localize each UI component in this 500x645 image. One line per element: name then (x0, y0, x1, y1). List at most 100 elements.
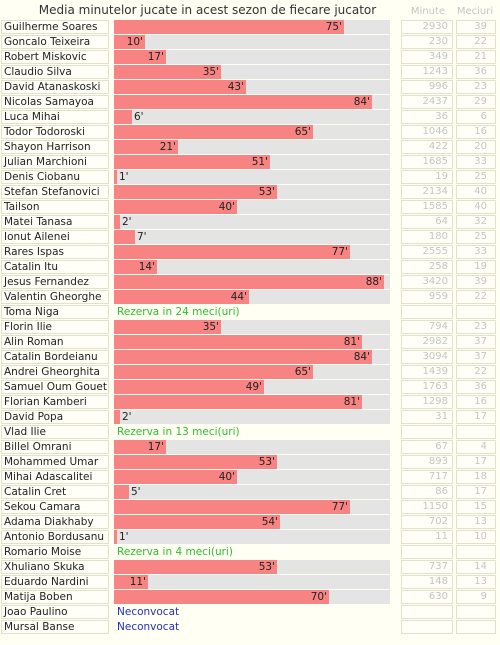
not-selected-status-text: Neconvocat (117, 606, 180, 618)
minutes-cell: 2930 (401, 20, 453, 34)
minutes-cell (401, 305, 453, 319)
player-name: Guilherme Soares (1, 20, 109, 34)
average-minutes-bar (114, 140, 178, 154)
average-minutes-label: 49' (245, 381, 262, 393)
average-minutes-label: 84' (353, 96, 370, 108)
bar-track: 35' (114, 65, 390, 79)
average-minutes-label: 77' (331, 501, 348, 513)
player-name: Stefan Stefanovici (1, 185, 109, 199)
bar-track: 54' (114, 515, 390, 529)
player-name: Denis Ciobanu (1, 170, 109, 184)
matches-cell: 22 (456, 35, 496, 49)
bar-track: 65' (114, 125, 390, 139)
player-row: Catalin Cret 5' 86 17 (0, 485, 500, 499)
player-name: David Atanaskoski (1, 80, 109, 94)
chart-title: Media minutelor jucate in acest sezon de… (38, 3, 377, 17)
minutes-cell: 1439 (401, 365, 453, 379)
matches-cell (456, 545, 496, 559)
minutes-cell: 959 (401, 290, 453, 304)
average-minutes-bar (114, 530, 117, 544)
bar-track: 11' (114, 575, 390, 589)
bar-track: 43' (114, 80, 390, 94)
average-minutes-label: 77' (331, 246, 348, 258)
player-row: Xhuliano Skuka 53' 737 14 (0, 560, 500, 574)
bar-track: 1' (114, 170, 390, 184)
average-minutes-bar (114, 440, 166, 454)
average-minutes-label: 84' (353, 351, 370, 363)
bar-track: 14' (114, 260, 390, 274)
bar-track: 70' (114, 590, 390, 604)
player-row: Romario Moise Rezerva in 4 meci(uri) (0, 545, 500, 559)
matches-cell: 36 (456, 65, 496, 79)
minutes-cell: 1046 (401, 125, 453, 139)
bar-track: 53' (114, 560, 390, 574)
player-name: Claudio Silva (1, 65, 109, 79)
player-name: Robert Miskovic (1, 50, 109, 64)
average-minutes-label: 1' (119, 171, 129, 183)
player-row: Andrei Gheorghita 65' 1439 22 (0, 365, 500, 379)
minutes-cell: 996 (401, 80, 453, 94)
minutes-cell: 717 (401, 470, 453, 484)
matches-column-header: Meciuri (456, 6, 494, 17)
average-minutes-bar (114, 455, 277, 469)
minutes-cell: 67 (401, 440, 453, 454)
average-minutes-bar (114, 560, 277, 574)
minutes-cell: 1150 (401, 500, 453, 514)
minutes-cell: 737 (401, 560, 453, 574)
reserve-status-text: Rezerva in 24 meci(uri) (117, 306, 240, 318)
player-row: Samuel Oum Gouet 49' 1763 36 (0, 380, 500, 394)
player-name: Adama Diakhaby (1, 515, 109, 529)
player-row: Catalin Bordeianu 84' 3094 37 (0, 350, 500, 364)
player-row: Matija Boben 70' 630 9 (0, 590, 500, 604)
minutes-cell: 148 (401, 575, 453, 589)
minutes-cell: 630 (401, 590, 453, 604)
average-minutes-label: 65' (294, 366, 311, 378)
minutes-cell (401, 620, 453, 634)
player-row: Toma Niga Rezerva in 24 meci(uri) (0, 305, 500, 319)
matches-cell: 9 (456, 590, 496, 604)
player-name: Billel Omrani (1, 440, 109, 454)
matches-cell: 37 (456, 335, 496, 349)
player-name: Ionut Ailenei (1, 230, 109, 244)
average-minutes-label: 11' (129, 576, 146, 588)
average-minutes-label: 6' (134, 111, 144, 123)
player-name: Florian Kamberi (1, 395, 109, 409)
average-minutes-bar (114, 380, 264, 394)
bar-track: 77' (114, 245, 390, 259)
matches-cell: 33 (456, 245, 496, 259)
player-name: Mohammed Umar (1, 455, 109, 469)
player-name: Mihai Adascalitei (1, 470, 109, 484)
bar-track: 65' (114, 365, 390, 379)
bar-track: 2' (114, 410, 390, 424)
player-row: Denis Ciobanu 1' 19 25 (0, 170, 500, 184)
player-name: Nicolas Samayoa (1, 95, 109, 109)
average-minutes-bar (114, 515, 280, 529)
player-row: Jesus Fernandez 88' 3420 39 (0, 275, 500, 289)
bar-track: 21' (114, 140, 390, 154)
bar-track: 5' (114, 485, 390, 499)
average-minutes-bar (114, 215, 120, 229)
minutes-cell: 1585 (401, 200, 453, 214)
bar-track: 75' (114, 20, 390, 34)
matches-cell: 33 (456, 155, 496, 169)
average-minutes-bar (114, 200, 237, 214)
average-minutes-label: 17' (147, 51, 164, 63)
matches-cell: 22 (456, 290, 496, 304)
average-minutes-bar (114, 35, 145, 49)
player-name: Julian Marchioni (1, 155, 109, 169)
player-row: David Popa 2' 31 17 (0, 410, 500, 424)
matches-cell: 18 (456, 470, 496, 484)
average-minutes-label: 17' (147, 441, 164, 453)
player-row: Adama Diakhaby 54' 702 13 (0, 515, 500, 529)
average-minutes-bar (114, 470, 237, 484)
average-minutes-label: 5' (131, 486, 141, 498)
minutes-cell: 1763 (401, 380, 453, 394)
player-row: Julian Marchioni 51' 1685 33 (0, 155, 500, 169)
player-row: Billel Omrani 17' 67 4 (0, 440, 500, 454)
bar-track: 84' (114, 350, 390, 364)
matches-cell: 4 (456, 440, 496, 454)
average-minutes-bar (114, 20, 344, 34)
minutes-cell: 2134 (401, 185, 453, 199)
player-name: Sekou Camara (1, 500, 109, 514)
player-name: Romario Moise (1, 545, 109, 559)
